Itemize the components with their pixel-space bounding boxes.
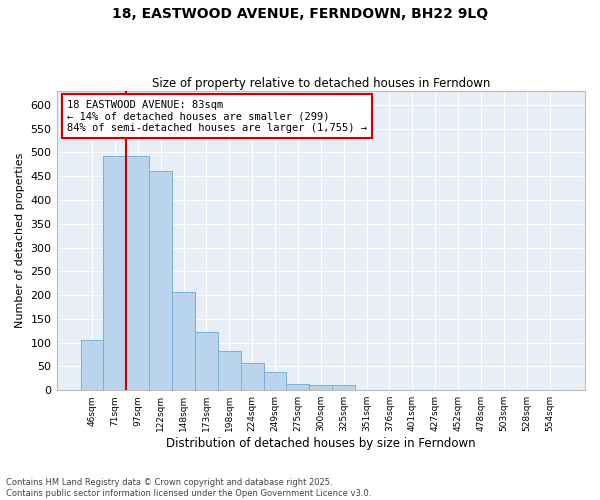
Bar — [103, 156, 127, 390]
Text: 18 EASTWOOD AVENUE: 83sqm
← 14% of detached houses are smaller (299)
84% of semi: 18 EASTWOOD AVENUE: 83sqm ← 14% of detac… — [67, 100, 367, 133]
Title: Size of property relative to detached houses in Ferndown: Size of property relative to detached ho… — [152, 76, 490, 90]
Text: 18, EASTWOOD AVENUE, FERNDOWN, BH22 9LQ: 18, EASTWOOD AVENUE, FERNDOWN, BH22 9LQ — [112, 8, 488, 22]
Bar — [332, 386, 355, 390]
Bar — [172, 292, 195, 390]
Bar — [310, 386, 332, 390]
Bar — [218, 351, 241, 390]
Bar — [80, 340, 103, 390]
Bar — [263, 372, 286, 390]
Bar — [241, 363, 263, 390]
Bar — [149, 172, 172, 390]
Bar — [286, 384, 310, 390]
Y-axis label: Number of detached properties: Number of detached properties — [15, 153, 25, 328]
X-axis label: Distribution of detached houses by size in Ferndown: Distribution of detached houses by size … — [166, 437, 476, 450]
Bar — [195, 332, 218, 390]
Text: Contains HM Land Registry data © Crown copyright and database right 2025.
Contai: Contains HM Land Registry data © Crown c… — [6, 478, 371, 498]
Bar — [127, 156, 149, 390]
